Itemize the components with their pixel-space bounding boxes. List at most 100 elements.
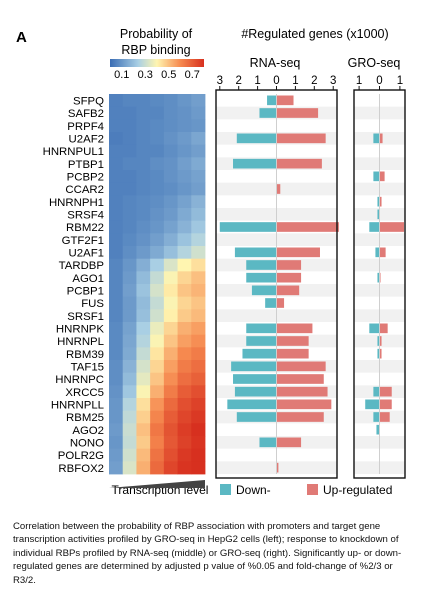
heatmap-cell (109, 334, 124, 348)
axis-tick-label: 2 (235, 75, 241, 87)
down-bar (377, 209, 380, 220)
heatmap-cell (191, 347, 206, 361)
heatmap-cell (191, 334, 206, 348)
heatmap-cell (191, 144, 206, 158)
regulated-title: #Regulated genes (x1000) (241, 27, 388, 41)
heatmap-cell (136, 309, 151, 323)
heatmap-cell (163, 119, 178, 133)
row-label: PCBP1 (67, 286, 104, 298)
heatmap-cell (122, 144, 137, 158)
heatmap-cell (136, 436, 151, 450)
heatmap-cell (150, 144, 165, 158)
heatmap-cell (177, 132, 192, 146)
heatmap-cell (150, 233, 165, 247)
heatmap-cell (177, 309, 192, 323)
heatmap-cell (136, 284, 151, 298)
heatmap-cell (122, 347, 137, 361)
legend-up-swatch (307, 484, 318, 495)
heatmap-cell (109, 220, 124, 234)
row-label: AGO1 (72, 273, 104, 285)
heatmap-cell (191, 246, 206, 260)
heatmap-cell (191, 258, 206, 272)
heatmap-cell (163, 461, 178, 475)
down-bar (369, 222, 380, 232)
heatmap-cell (150, 461, 165, 475)
down-bar (227, 399, 277, 410)
row-label: SRSF1 (67, 311, 104, 323)
heatmap-cell (191, 410, 206, 424)
heatmap-cell (163, 258, 178, 272)
heatmap-cell (109, 347, 124, 361)
heatmap-cell (109, 461, 124, 475)
heatmap-cell (191, 132, 206, 146)
heatmap-cell (163, 284, 178, 298)
row-label: SFPQ (73, 96, 104, 108)
heatmap-cell (122, 372, 137, 386)
heatmap-cell (122, 208, 137, 222)
heatmap-cell (150, 398, 165, 412)
axis-tick-label: 0 (376, 75, 382, 87)
heatmap-cell (122, 334, 137, 348)
row-label: NONO (70, 438, 104, 450)
heatmap-cell (109, 195, 124, 209)
heatmap-cell (122, 170, 137, 184)
down-bar (233, 374, 277, 384)
heatmap-cell (163, 170, 178, 184)
heatmap-cell (109, 309, 124, 323)
down-bar (236, 412, 277, 422)
heatmap-cell (163, 360, 178, 374)
heatmap-cell (150, 182, 165, 196)
groseq-title: GRO-seq (348, 56, 401, 70)
heatmap-cell (109, 423, 124, 437)
down-bar (251, 285, 277, 296)
heatmap-cell (136, 106, 151, 120)
heatmap-cell (109, 182, 124, 196)
down-bar (231, 361, 277, 372)
heatmap-cell (109, 144, 124, 158)
up-bar (379, 323, 388, 334)
heatmap-cell (150, 119, 165, 133)
heatmap-cell (191, 309, 206, 323)
axis-tick-label: 3 (217, 75, 223, 87)
up-bar (379, 133, 383, 144)
heatmap-cell (150, 170, 165, 184)
down-bar (233, 158, 277, 169)
row-label: POLR2G (58, 450, 104, 462)
heatmap-cell (150, 436, 165, 450)
heatmap-cell (177, 372, 192, 386)
heatmap-cell (109, 385, 124, 399)
heatmap-cell (191, 94, 206, 108)
heatmap-cell (191, 423, 206, 437)
down-bar (369, 323, 380, 334)
down-bar (375, 247, 380, 258)
legend-down-swatch (220, 484, 231, 495)
heatmap-cell (163, 322, 178, 336)
heatmap-cell (136, 448, 151, 462)
row-label: GTF2F1 (62, 235, 104, 247)
heatmap-cell (191, 182, 206, 196)
up-bar (276, 158, 322, 169)
heatmap-cell (136, 410, 151, 424)
row-label: SAFB2 (68, 108, 104, 120)
heatmap-cell (122, 157, 137, 171)
up-bar (379, 196, 382, 207)
heatmap-cell (177, 410, 192, 424)
down-bar (373, 171, 380, 182)
row-label: U2AF2 (69, 134, 104, 146)
up-bar (276, 437, 302, 448)
heatmap-cell (177, 106, 192, 120)
heatmap-cell (163, 436, 178, 450)
heatmap-cell (122, 119, 137, 133)
heatmap-cell (109, 106, 124, 120)
heatmap-cell (150, 220, 165, 234)
heatmap-cell (177, 461, 192, 475)
down-bar (234, 386, 277, 397)
heatmap-cell (177, 436, 192, 450)
row-label: HNRNPC (55, 374, 104, 386)
heatmap-cell (136, 423, 151, 437)
up-bar (276, 323, 313, 334)
heatmap-cell (163, 448, 178, 462)
axis-tick-label: 0 (273, 75, 279, 87)
heatmap-cell (191, 170, 206, 184)
